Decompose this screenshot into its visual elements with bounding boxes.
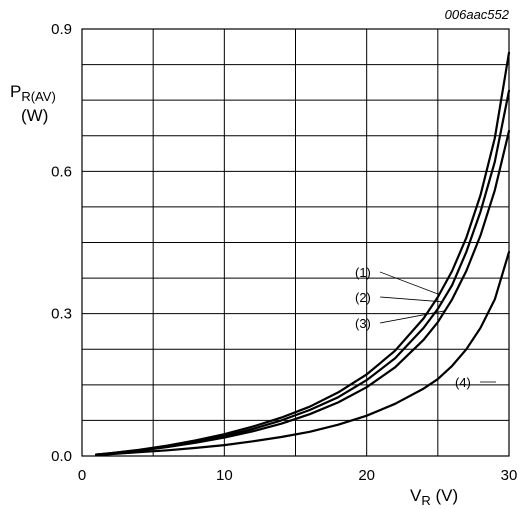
annotation-leader-line bbox=[379, 310, 446, 324]
series-line bbox=[95, 129, 511, 456]
series-line bbox=[95, 250, 511, 457]
series-group bbox=[95, 51, 511, 457]
x-tick-label: 10 bbox=[216, 467, 233, 484]
tick-labels: 0 10 20 30 0.0 0.3 0.6 0.9 bbox=[51, 21, 517, 484]
y-tick-label: 0.9 bbox=[51, 21, 72, 38]
annotation-label: (2) bbox=[355, 290, 371, 305]
y-tick-label: 0.0 bbox=[51, 448, 72, 465]
y-tick-label: 0.3 bbox=[51, 306, 72, 323]
plot-frame bbox=[81, 28, 510, 457]
annotation-label: (3) bbox=[355, 316, 371, 331]
annotation-group: (1) (2) (3) (4) bbox=[355, 265, 496, 390]
x-axis-symbol: V bbox=[410, 486, 422, 505]
x-axis-title: VR (V) bbox=[410, 486, 458, 508]
y-axis-title: PR(AV) bbox=[10, 82, 56, 104]
annotation-label: (4) bbox=[455, 375, 471, 390]
y-tick-label: 0.6 bbox=[51, 163, 72, 180]
x-tick-label: 20 bbox=[358, 467, 375, 484]
annotation-leader-line bbox=[379, 271, 440, 295]
y-axis-unit: (W) bbox=[21, 106, 48, 125]
annotation-label: (1) bbox=[355, 265, 371, 280]
x-tick-label: 30 bbox=[501, 467, 518, 484]
y-axis-symbol: P bbox=[10, 82, 21, 101]
y-axis-subscript: R(AV) bbox=[21, 89, 55, 104]
x-axis-unit: (V) bbox=[431, 486, 458, 505]
figure-code: 006aac552 bbox=[445, 7, 510, 22]
annotation-leader-line bbox=[379, 296, 443, 303]
x-tick-label: 0 bbox=[78, 467, 86, 484]
grid-lines bbox=[82, 29, 509, 456]
x-axis-subscript: R bbox=[421, 493, 430, 508]
